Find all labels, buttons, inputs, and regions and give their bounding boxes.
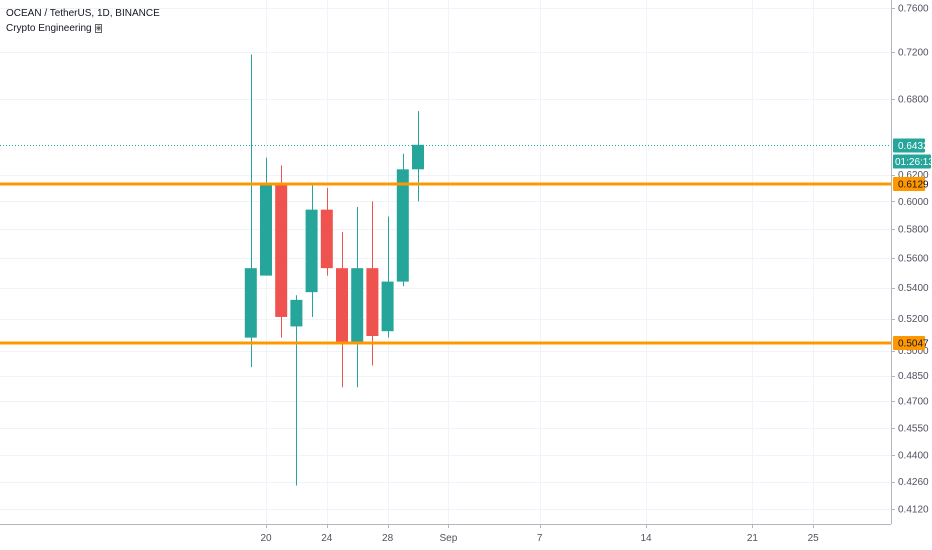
price-tick-label: 0.4850 xyxy=(898,371,929,382)
price-tick-label: 0.4400 xyxy=(898,451,929,462)
candle-body xyxy=(244,268,257,338)
level-price-label: 0.5047 xyxy=(898,338,929,349)
candle-body xyxy=(351,268,364,343)
time-tick-label: 21 xyxy=(747,533,759,544)
indicator-name[interactable]: Crypto Engineering xyxy=(6,23,92,34)
price-tick-label: 0.4700 xyxy=(898,397,929,408)
countdown-tag xyxy=(893,154,931,169)
level-price-tag xyxy=(893,177,925,192)
price-tick-label: 0.5600 xyxy=(898,253,929,264)
candle-body xyxy=(260,185,272,276)
price-tick-label: 0.7600 xyxy=(898,4,929,15)
candle-body xyxy=(381,281,394,332)
price-tick-label: 0.6800 xyxy=(898,95,929,106)
last-price-tag xyxy=(893,138,925,153)
price-tick-label: 0.5800 xyxy=(898,225,929,236)
candle-body xyxy=(290,299,303,327)
price-tick-label: 0.4550 xyxy=(898,423,929,434)
time-tick-label: 14 xyxy=(640,533,652,544)
candle-body xyxy=(412,144,424,170)
symbol-title: OCEAN / TetherUS, 1D, BINANCE xyxy=(6,8,160,19)
candle-body xyxy=(320,209,333,269)
time-tick-label: 28 xyxy=(382,533,394,544)
time-tick-label: 7 xyxy=(537,533,543,544)
candle-body xyxy=(396,169,409,282)
candle-body xyxy=(366,268,379,337)
eye-icon[interactable]: ◉ xyxy=(94,24,102,33)
price-tick-label: 0.6200 xyxy=(898,170,929,181)
time-tick-label: 24 xyxy=(321,533,333,544)
time-tick-label: 20 xyxy=(260,533,272,544)
level-price-label: 0.6129 xyxy=(898,180,929,191)
price-tick-label: 0.5400 xyxy=(898,283,929,294)
price-tick-label: 0.4120 xyxy=(898,505,929,516)
price-tick-label: 0.6000 xyxy=(898,197,929,208)
price-tick-label: 0.5200 xyxy=(898,314,929,325)
candle-body xyxy=(336,268,348,343)
price-tick-label: 0.4260 xyxy=(898,477,929,488)
candle-body xyxy=(305,209,318,293)
time-tick-label: Sep xyxy=(440,533,458,544)
countdown-label: 01:26:13 xyxy=(895,157,932,168)
candle-body xyxy=(275,185,288,317)
price-tick-label: 0.7200 xyxy=(898,48,929,59)
last-price-label: 0.6432 xyxy=(898,141,929,152)
time-tick-label: 25 xyxy=(808,533,820,544)
price-tick-label: 0.5000 xyxy=(898,346,929,357)
level-price-tag xyxy=(893,335,925,350)
chart-legend: OCEAN / TetherUS, 1D, BINANCE Crypto Eng… xyxy=(6,6,160,36)
